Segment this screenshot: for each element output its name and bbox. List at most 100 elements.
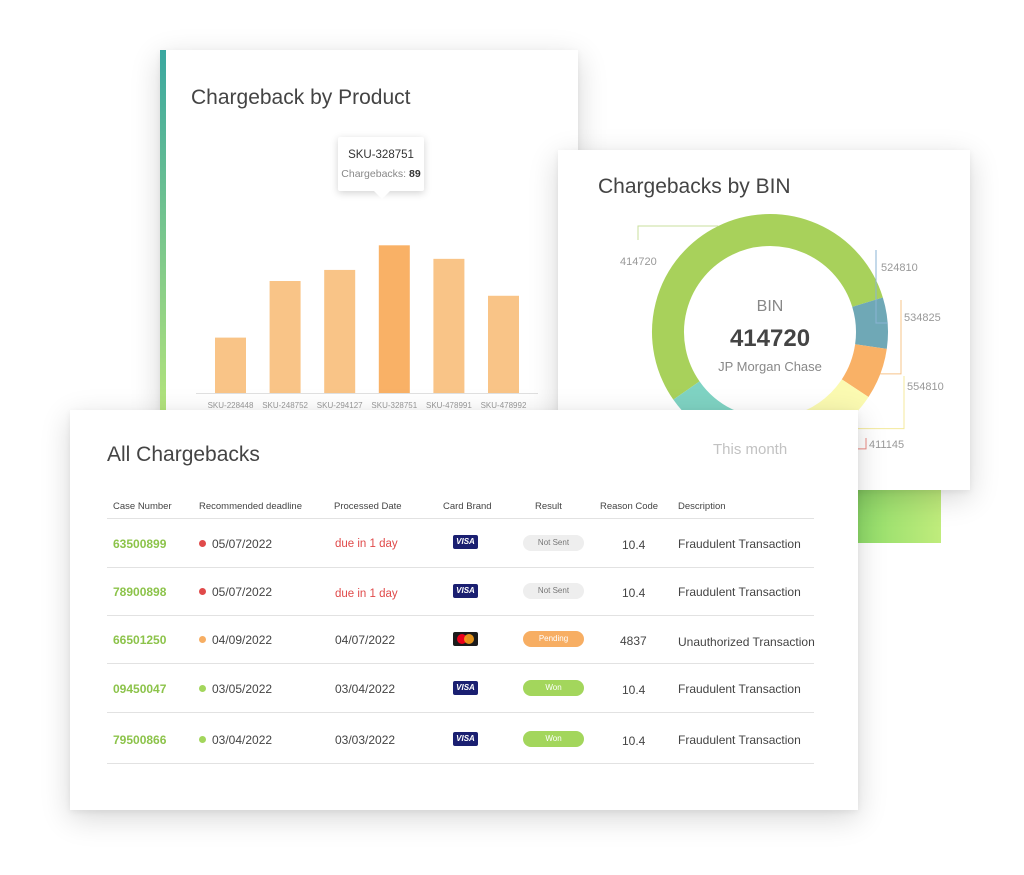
callout-line-414720 [637, 225, 719, 240]
reason-code: 10.4 [622, 538, 646, 552]
x-tick-label: SKU-248752 [262, 401, 308, 410]
result-badge: Won [523, 731, 584, 747]
x-tick-label: SKU-478992 [481, 401, 527, 410]
result-badge: Pending [523, 631, 584, 647]
deadline-date: 05/07/2022 [212, 537, 273, 551]
visa-icon: VISA [453, 535, 478, 549]
deadline-status-dot [199, 636, 206, 643]
bin-callout-411145: 411145 [869, 439, 905, 451]
bar-tooltip: SKU-328751 Chargebacks: 89 [338, 137, 424, 199]
processed-date: 03/04/2022 [335, 682, 396, 696]
case-number-link[interactable]: 78900898 [113, 585, 167, 599]
bin-callout-524810: 524810 [881, 262, 918, 274]
reason-code: 10.4 [622, 586, 646, 600]
column-header-card-brand[interactable]: Card Brand [443, 501, 492, 512]
reason-code: 10.4 [622, 683, 646, 697]
row-divider [107, 615, 814, 616]
bin-callout-414720: 414720 [620, 256, 657, 268]
deadline-status-dot [199, 685, 206, 692]
all-chargebacks-card: All Chargebacks This month Case Number R… [70, 410, 858, 810]
result-badge: Won [523, 680, 584, 696]
deadline-cell: 03/04/2022 [199, 733, 272, 747]
tooltip-line: Chargebacks: 89 [338, 168, 424, 180]
deadline-cell: 03/05/2022 [199, 682, 272, 696]
deadline-status-dot [199, 540, 206, 547]
deadline-date: 03/04/2022 [212, 733, 273, 747]
tooltip-value: 89 [409, 168, 421, 180]
column-header-deadline[interactable]: Recommended deadline [199, 501, 302, 512]
callout-line-554810 [837, 376, 905, 430]
bin-center-label: BIN [756, 298, 784, 315]
product-bar-chart: SKU-228448 SKU-248752 SKU-294127 SKU-328751… [196, 245, 538, 410]
column-header-result[interactable]: Result [535, 501, 562, 512]
table-bottom-divider [107, 763, 814, 764]
mastercard-icon [453, 632, 478, 646]
row-divider [107, 663, 814, 664]
description: Fraudulent Transaction [678, 733, 801, 747]
bar-sku-478992[interactable] [488, 295, 519, 393]
column-header-case-number[interactable]: Case Number [113, 501, 172, 512]
bar-sku-294127[interactable] [324, 269, 356, 393]
deadline-date: 05/07/2022 [212, 585, 273, 599]
description: Unauthorized Transaction [678, 635, 815, 649]
bar-sku-228448[interactable] [215, 337, 246, 393]
chargeback-by-product-card: Chargeback by Product SKU-228448 SKU-2487… [160, 50, 578, 420]
callout-line-524810 [875, 250, 888, 324]
case-number-link[interactable]: 79500866 [113, 733, 167, 747]
bin-center-value: 414720 [729, 325, 811, 352]
row-divider [107, 567, 814, 568]
bin-callout-554810: 554810 [907, 381, 944, 393]
header-divider [107, 518, 814, 519]
product-chart-title: Chargeback by Product [191, 86, 411, 109]
column-header-reason-code[interactable]: Reason Code [600, 501, 659, 512]
bin-center-bank: JP Morgan Chase [718, 359, 822, 374]
deadline-cell: 05/07/2022 [199, 585, 272, 599]
bin-callout-534825: 534825 [904, 312, 941, 324]
table-title: All Chargebacks [107, 443, 260, 466]
deadline-status-dot [199, 736, 206, 743]
case-number-link[interactable]: 63500899 [113, 537, 167, 551]
bar-sku-478991[interactable] [433, 258, 465, 393]
column-header-description[interactable]: Description [678, 501, 726, 512]
deadline-date: 03/05/2022 [212, 682, 273, 696]
x-tick-label: SKU-478991 [426, 401, 472, 410]
mastercard-circle-red [457, 634, 467, 644]
mastercard-circle-orange [464, 634, 474, 644]
x-tick-label: SKU-228448 [208, 401, 254, 410]
result-badge: Not Sent [523, 583, 584, 599]
row-divider [107, 712, 814, 713]
card-accent-bar [160, 50, 166, 420]
description: Fraudulent Transaction [678, 585, 801, 599]
period-selector[interactable]: This month [713, 441, 788, 458]
x-tick-label: SKU-328751 [371, 401, 417, 410]
x-tick-label: SKU-294127 [317, 401, 363, 410]
reason-code: 10.4 [622, 734, 646, 748]
tooltip-label: Chargebacks: [341, 168, 407, 180]
deadline-cell: 04/09/2022 [199, 633, 272, 647]
visa-icon: VISA [453, 584, 478, 598]
deadline-date: 04/09/2022 [212, 633, 273, 647]
case-number-link[interactable]: 09450047 [113, 682, 167, 696]
visa-icon: VISA [453, 732, 478, 746]
decorative-green-block [858, 488, 941, 543]
bar-sku-328751[interactable] [378, 245, 410, 393]
processed-date: 04/07/2022 [335, 633, 396, 647]
reason-code: 4837 [620, 634, 647, 648]
description: Fraudulent Transaction [678, 537, 801, 551]
deadline-status-dot [199, 588, 206, 595]
processed-date: due in 1 day [335, 538, 398, 550]
visa-icon: VISA [453, 681, 478, 695]
description: Fraudulent Transaction [678, 682, 801, 696]
tooltip-sku: SKU-328751 [348, 149, 414, 161]
donut-slice-534825[interactable] [841, 343, 887, 397]
case-number-link[interactable]: 66501250 [113, 633, 167, 647]
column-header-processed-date[interactable]: Processed Date [334, 501, 402, 512]
processed-date: due in 1 day [335, 588, 398, 600]
donut-slice-524810[interactable] [852, 297, 888, 349]
bin-chart-title: Chargebacks by BIN [598, 175, 791, 198]
deadline-cell: 05/07/2022 [199, 537, 272, 551]
callout-line-534825 [880, 300, 902, 375]
bar-sku-248752[interactable] [269, 281, 301, 393]
processed-date: 03/03/2022 [335, 733, 396, 747]
donut-slice-414720[interactable] [652, 214, 883, 400]
